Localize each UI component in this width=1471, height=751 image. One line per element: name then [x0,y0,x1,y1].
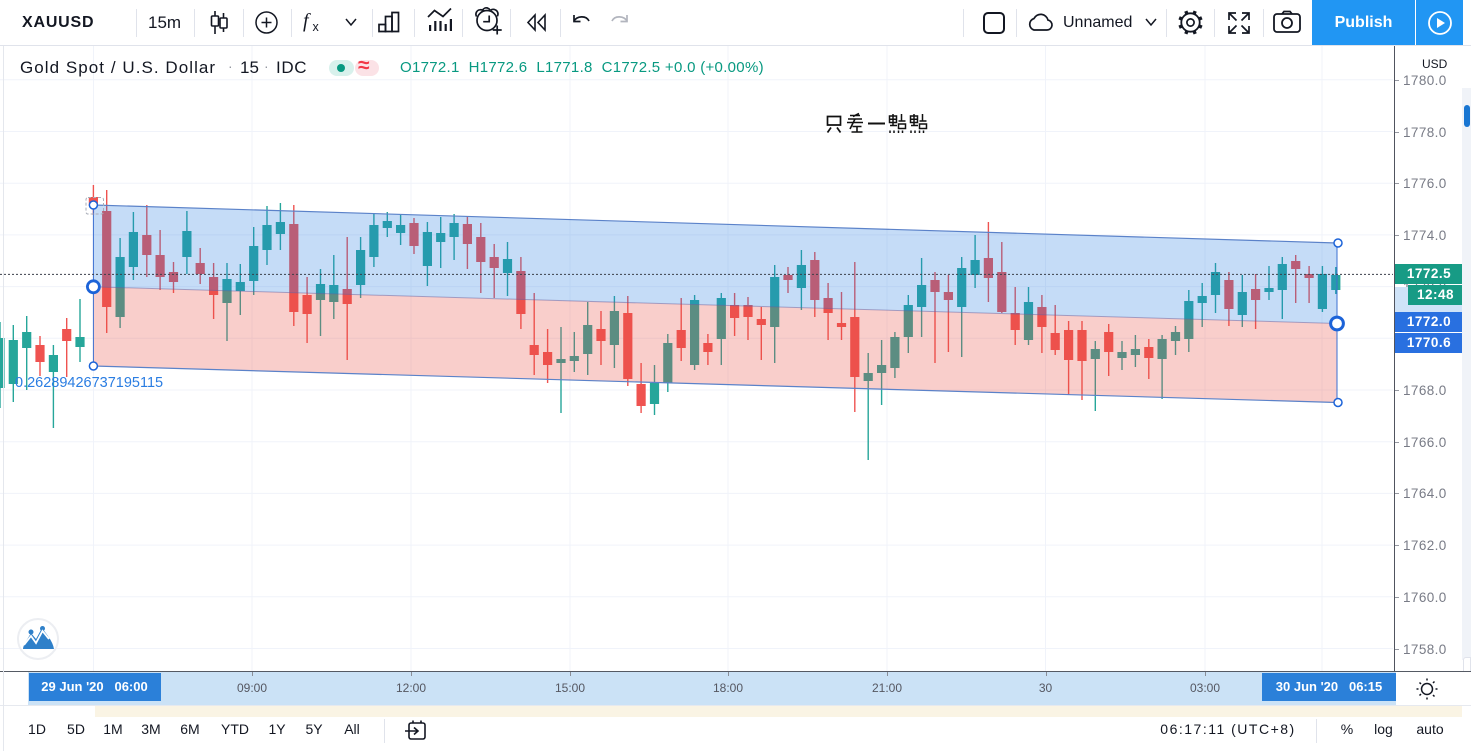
svg-text:0.26289426737195115: 0.26289426737195115 [15,375,163,391]
svg-text:f: f [303,10,311,32]
svg-text:x: x [313,20,320,34]
